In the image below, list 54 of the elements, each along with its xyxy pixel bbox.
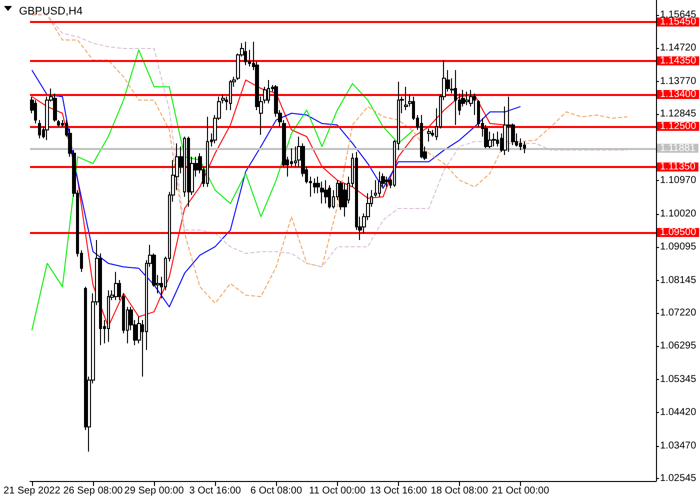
x-tick-label: 29 Sep 00:00 — [124, 486, 184, 496]
candlestick — [465, 91, 469, 106]
candlestick — [38, 119, 41, 139]
y-tick-label: 1.04420 — [660, 406, 697, 418]
y-tick-label: 1.10020 — [660, 208, 697, 220]
x-tick-label: 11 Oct 00:00 — [309, 486, 366, 496]
ref-line-label: 1.11350 — [660, 162, 696, 173]
y-tick-label: 1.02545 — [660, 473, 697, 484]
x-tick-label: 26 Sep 08:00 — [63, 486, 124, 496]
text: GBPUSD,H4 — [19, 6, 83, 18]
candlestick — [404, 86, 408, 111]
candlestick — [114, 271, 118, 301]
y-tick-label: 1.10970 — [660, 175, 697, 186]
x-tick-label: 21 Sep 2022 — [4, 486, 61, 496]
candlestick — [523, 141, 526, 154]
candlestick — [492, 132, 496, 148]
y-tick-label: 1.14720 — [660, 42, 697, 54]
candlestick — [420, 114, 423, 159]
candlestick — [107, 290, 110, 342]
candlestick — [324, 180, 328, 204]
candlestick — [427, 128, 431, 142]
y-tick-label: 1.13770 — [660, 76, 697, 87]
y-tick-label: 1.08145 — [660, 274, 697, 286]
candlestick — [519, 138, 522, 151]
y-tick-label: 1.03470 — [660, 440, 697, 452]
y-tick-label: 1.07220 — [660, 308, 697, 319]
candlestick — [385, 176, 389, 188]
x-tick-label: 3 Oct 16:00 — [189, 486, 242, 496]
candlestick — [454, 70, 457, 126]
x-tick-label: 21 Oct 00:00 — [492, 486, 550, 496]
candlestick — [473, 92, 476, 116]
y-tick-label: 1.06295 — [660, 340, 697, 352]
candlestick — [34, 100, 37, 124]
ref-line-label: 1.14350 — [660, 55, 697, 66]
y-tick-label: 1.12845 — [660, 108, 697, 120]
candlestick — [206, 116, 209, 188]
candlestick — [507, 96, 511, 152]
candlestick — [267, 79, 270, 104]
candlestick — [378, 171, 381, 198]
x-tick-label: 18 Oct 08:00 — [430, 486, 488, 496]
ref-line-label: 1.11881 — [660, 142, 696, 154]
x-tick-label: 13 Oct 16:00 — [370, 486, 428, 496]
candlestick — [229, 79, 232, 111]
ref-line-label: 1.13400 — [660, 89, 697, 100]
candlestick — [313, 178, 316, 194]
x-tick-label: 6 Oct 08:00 — [250, 486, 302, 496]
y-tick-label: 1.05345 — [660, 374, 697, 386]
candlestick — [53, 92, 57, 122]
line-series — [31, 49, 414, 331]
candlestick — [244, 41, 247, 66]
y-tick-label: 1.09095 — [660, 241, 697, 252]
ref-line-label: 1.12500 — [660, 120, 697, 132]
ref-line-label: 1.09500 — [660, 227, 697, 238]
candlestick — [187, 136, 190, 208]
